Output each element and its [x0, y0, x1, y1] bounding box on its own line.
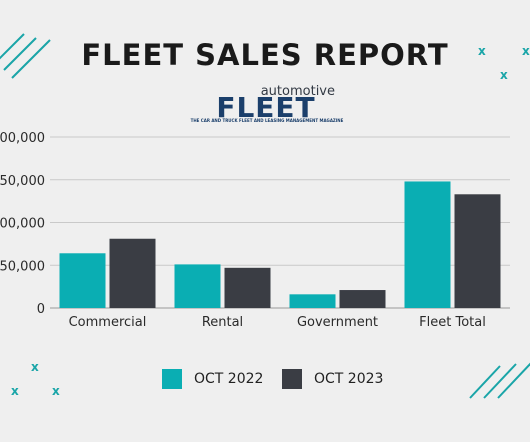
bar-fleet-total-oct-2023	[454, 194, 501, 308]
bar-government-oct-2023	[339, 290, 386, 308]
legend-item-2022: OCT 2022	[162, 368, 263, 390]
x-mark-icon: x	[478, 44, 486, 58]
bar-fleet-total-oct-2022	[404, 181, 451, 308]
x-mark-icon: x	[31, 360, 39, 374]
y-tick-label: 150,000	[0, 174, 45, 189]
bar-government-oct-2022	[289, 294, 336, 308]
logo-tagline: THE CAR AND TRUCK FLEET AND LEASING MANA…	[190, 118, 344, 123]
legend-swatch-2022	[162, 369, 182, 389]
x-marks: x x x x x x	[11, 44, 530, 398]
bar-commercial-oct-2023	[109, 238, 156, 308]
automotive-fleet-logo: automotive FLEET THE CAR AND TRUCK FLEET…	[189, 84, 345, 128]
legend-label-2022: OCT 2022	[194, 371, 264, 387]
legend: OCT 2022 OCT 2023	[0, 368, 530, 392]
legend-swatch-2023	[282, 369, 302, 389]
chart-title: FLEET SALES REPORT	[81, 38, 449, 72]
x-mark-icon: x	[11, 384, 19, 398]
x-tick-label: Government	[297, 315, 378, 330]
x-mark-icon: x	[500, 68, 508, 82]
y-tick-label: 0	[37, 302, 45, 317]
legend-label-2023: OCT 2023	[314, 371, 384, 387]
stripes-top-left	[0, 33, 51, 79]
logo-main-text: FLEET	[216, 91, 316, 124]
x-mark-icon: x	[522, 44, 530, 58]
stripes-bottom-right	[469, 362, 530, 399]
y-tick-label: 100,000	[0, 217, 45, 232]
bar-rental-oct-2022	[174, 264, 221, 308]
y-tick-label: 200,000	[0, 131, 45, 146]
x-tick-label: Commercial	[69, 315, 147, 330]
x-tick-label: Fleet Total	[419, 315, 486, 330]
y-tick-label: 50,000	[0, 259, 45, 274]
x-tick-label: Rental	[202, 315, 243, 330]
x-mark-icon: x	[52, 384, 60, 398]
bar-rental-oct-2023	[224, 267, 271, 308]
legend-item-2023: OCT 2023	[282, 368, 383, 390]
bar-commercial-oct-2022	[59, 253, 106, 308]
logo-top-text: automotive	[260, 84, 335, 99]
